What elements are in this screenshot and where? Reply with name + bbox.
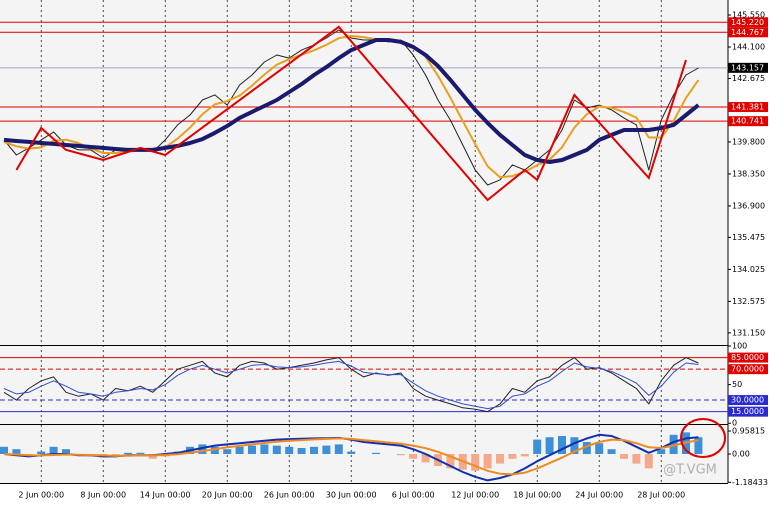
x-tick-label: 20 Jun 00:00	[202, 491, 253, 500]
y-tick-label: 132.575	[732, 297, 765, 306]
x-tick-label: 24 Jul 00:00	[575, 491, 623, 500]
histogram-bar	[198, 444, 207, 454]
level-label: 85.0000	[731, 353, 764, 362]
level-label-box	[728, 395, 768, 406]
x-tick-label: 26 Jun 00:00	[264, 491, 315, 500]
histogram-bar	[260, 444, 269, 454]
level-label: 70.0000	[731, 365, 764, 374]
level-label-box	[728, 352, 768, 363]
level-label: 140.741	[731, 117, 764, 126]
level-label: 141.381	[731, 103, 764, 112]
zigzag-line	[15, 25, 687, 202]
x-tick-label: 2 Jun 00:00	[18, 491, 64, 500]
histogram-bar	[620, 454, 628, 459]
histogram-bar	[297, 448, 306, 454]
histogram-bar	[657, 449, 666, 454]
histogram-bar	[508, 454, 517, 459]
histogram-bar	[285, 446, 294, 454]
histogram-bar	[210, 446, 219, 454]
histogram-bar	[0, 446, 8, 454]
x-tick-label: 14 Jun 00:00	[140, 491, 191, 500]
y-tick-label: 131.150	[732, 328, 765, 337]
y-tick-label: 136.900	[732, 201, 765, 210]
histogram-bar	[124, 452, 132, 454]
x-tick-label: 18 Jul 00:00	[513, 491, 561, 500]
histogram-bar	[496, 454, 504, 464]
histogram-bar	[37, 451, 46, 454]
level-label-box	[728, 116, 768, 127]
level-label-box	[728, 27, 768, 38]
histogram-bar	[644, 454, 653, 469]
y-tick-label: 0.00	[732, 450, 750, 459]
y-tick-label: 50	[732, 380, 742, 389]
y-tick-label: 145.550	[732, 11, 765, 20]
series-line	[3, 360, 699, 410]
y-tick-label: 134.025	[732, 265, 765, 274]
histogram-bar	[310, 446, 318, 454]
histogram-bar	[582, 442, 591, 454]
x-tick-label: 6 Jul 00:00	[392, 491, 435, 500]
histogram-bar	[347, 451, 356, 454]
y-tick-label: 0.95815	[732, 427, 765, 436]
highlight-circle	[680, 418, 726, 458]
y-tick-label: 100	[732, 342, 747, 351]
level-label-box	[728, 406, 768, 417]
histogram-bar	[409, 454, 418, 459]
histogram-bar	[396, 454, 405, 456]
y-tick-label: -1.18433	[732, 478, 768, 487]
level-label-box	[728, 364, 768, 375]
x-tick-label: 30 Jun 00:00	[326, 491, 377, 500]
y-tick-label: 138.350	[732, 169, 765, 178]
histogram-bar	[483, 454, 492, 469]
histogram-bar	[533, 439, 542, 454]
histogram-bar	[12, 449, 21, 454]
level-label-box	[728, 102, 768, 113]
watermark: @T.VGM	[663, 463, 717, 478]
histogram-bar	[334, 444, 343, 454]
histogram-bar	[595, 443, 604, 454]
histogram-bar	[49, 446, 58, 454]
level-label: 143.157	[731, 63, 764, 72]
histogram-bar	[62, 449, 70, 454]
histogram-bar	[607, 449, 616, 454]
y-tick-label: 135.475	[732, 233, 765, 242]
level-label: 15.0000	[731, 407, 764, 416]
y-tick-label: 139.800	[732, 137, 765, 146]
histogram-bar	[669, 434, 678, 454]
y-tick-label: 142.675	[732, 74, 765, 83]
level-label: 144.767	[731, 28, 764, 37]
histogram-bar	[372, 452, 380, 454]
histogram-bar	[694, 437, 703, 454]
x-tick-label: 8 Jun 00:00	[80, 491, 126, 500]
level-label: 30.0000	[731, 396, 764, 405]
histogram-bar	[421, 454, 430, 463]
histogram-bar	[248, 445, 256, 454]
histogram-bar	[545, 437, 554, 454]
x-tick-label: 28 Jul 00:00	[637, 491, 685, 500]
level-label-box	[728, 62, 768, 73]
histogram-bar	[520, 454, 529, 457]
histogram-bar	[272, 445, 281, 454]
histogram-bar	[570, 437, 579, 454]
level-label-box	[728, 17, 768, 28]
series-line	[3, 35, 700, 179]
x-tick-label: 12 Jul 00:00	[451, 491, 499, 500]
histogram-bar	[235, 446, 244, 454]
level-label: 145.220	[731, 18, 764, 27]
histogram-bar	[322, 445, 331, 454]
histogram-bar	[471, 454, 480, 471]
y-tick-label: 0	[732, 419, 737, 428]
histogram-bar	[632, 454, 641, 464]
histogram-bar	[136, 452, 145, 454]
plot-background	[0, 0, 728, 483]
histogram-bar	[446, 454, 455, 469]
histogram-bar	[223, 449, 232, 454]
histogram-bar	[558, 436, 566, 454]
series-line	[3, 437, 699, 476]
series-line	[3, 38, 700, 164]
y-tick-label: 144.100	[732, 43, 765, 52]
